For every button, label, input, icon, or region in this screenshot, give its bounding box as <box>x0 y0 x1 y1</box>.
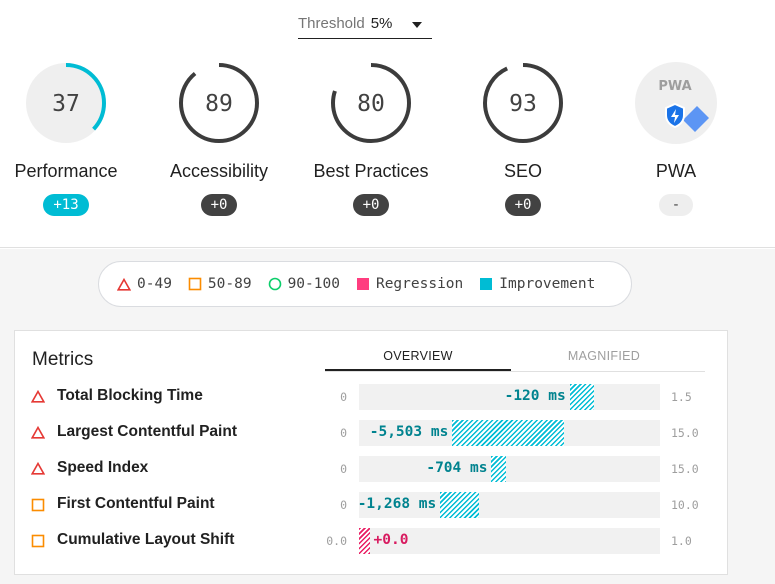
gauge-score: 80 <box>357 91 385 117</box>
axis-max: 1.0 <box>671 534 692 548</box>
gauge-ring: 37 <box>26 63 106 143</box>
gauge-score: 89 <box>205 91 233 117</box>
metric-name: First Contentful Paint <box>57 495 215 512</box>
metric-row: Total Blocking Time 0 -120 ms 1.5 <box>15 384 729 410</box>
tab-magnified[interactable]: MAGNIFIED <box>567 349 641 363</box>
pwa-logo-text: PWA <box>658 79 691 94</box>
gauge-score: 37 <box>52 91 80 117</box>
delta-badge: +13 <box>43 194 89 216</box>
delta-badge: +0 <box>200 194 238 216</box>
metric-row: First Contentful Paint 0 -1,268 ms 10.0 <box>15 492 729 518</box>
square-icon <box>31 498 45 512</box>
legend-label: Improvement <box>499 276 596 292</box>
pwa-icon: PWA <box>635 62 717 144</box>
square-icon <box>188 277 202 291</box>
gauge-seo[interactable]: 93 SEO +0 <box>443 60 603 216</box>
legend-label: Regression <box>375 276 464 292</box>
gauge-accessibility[interactable]: 89 Accessibility +0 <box>139 60 299 216</box>
axis-min: 0 <box>340 426 347 440</box>
threshold-dropdown[interactable]: Threshold 5% <box>298 8 432 39</box>
metric-name: Total Blocking Time <box>57 387 203 404</box>
score-summary: Threshold 5% 37 Performance +13 89 Acces… <box>0 0 775 248</box>
metric-row: Speed Index 0 -704 ms 15.0 <box>15 456 729 482</box>
chevron-down-icon <box>412 22 422 28</box>
delta-value: -1,268 ms <box>357 496 437 512</box>
gauge-label: Performance <box>14 161 118 181</box>
axis-min: 0.0 <box>326 534 347 548</box>
gauge-score: 93 <box>509 91 537 117</box>
metric-bar-track: -120 ms <box>359 384 660 410</box>
metric-row: Cumulative Layout Shift 0.0 +0.0 1.0 <box>15 528 729 554</box>
delta-badge: +0 <box>352 194 390 216</box>
delta-value: -120 ms <box>504 388 566 404</box>
delta-bar <box>569 384 594 410</box>
delta-bar <box>440 492 480 518</box>
delta-badge: +0 <box>504 194 542 216</box>
legend-item-improvement: Improvement <box>479 276 595 292</box>
triangle-icon <box>31 462 45 475</box>
legend-label: 0-49 <box>137 276 172 292</box>
axis-max: 15.0 <box>671 462 699 476</box>
gauge-ring: 89 <box>179 63 259 143</box>
metric-name: Speed Index <box>57 459 149 476</box>
legend-label: 90-100 <box>287 276 340 292</box>
metric-bar-track: -704 ms <box>359 456 660 482</box>
gauge-label: PWA <box>655 161 697 181</box>
gauge-label: Accessibility <box>169 161 269 181</box>
gauge-best-practices[interactable]: 80 Best Practices +0 <box>291 60 451 216</box>
axis-min: 0 <box>340 390 347 404</box>
score-legend: 0-49 50-89 90-100 Regression Improvement <box>98 261 632 307</box>
legend-label: 50-89 <box>207 276 252 292</box>
filled-square-icon <box>480 278 493 290</box>
legend-item-pass: 90-100 <box>268 276 340 292</box>
threshold-label: Threshold <box>298 14 365 32</box>
legend-item-average: 50-89 <box>188 276 252 292</box>
metric-bar-track: -5,503 ms <box>359 420 660 446</box>
metric-bar-track: +0.0 <box>359 528 660 554</box>
circle-icon <box>268 277 281 291</box>
delta-bar <box>491 456 507 482</box>
gauge-ring: 93 <box>483 63 563 143</box>
legend-item-fail: 0-49 <box>117 276 172 292</box>
delta-value: -5,503 ms <box>369 424 449 440</box>
metric-row: Largest Contentful Paint 0 -5,503 ms 15.… <box>15 420 729 446</box>
triangle-icon <box>31 426 45 439</box>
gauge-performance[interactable]: 37 Performance +13 <box>0 60 146 216</box>
gauge-label: SEO <box>503 161 542 181</box>
metric-name: Cumulative Layout Shift <box>57 531 235 548</box>
gauge-ring: 80 <box>331 63 411 143</box>
gauge-label: Best Practices <box>313 161 429 181</box>
axis-max: 10.0 <box>671 498 699 512</box>
details-section: 0-49 50-89 90-100 Regression Improvement… <box>0 249 775 584</box>
triangle-icon <box>117 277 131 291</box>
metric-bar-track: -1,268 ms <box>357 492 660 518</box>
axis-max: 15.0 <box>671 426 699 440</box>
metric-name: Largest Contentful Paint <box>57 423 237 440</box>
delta-bar <box>359 528 370 554</box>
axis-max: 1.5 <box>671 390 692 404</box>
legend-item-regression: Regression <box>356 276 463 292</box>
metrics-title: Metrics <box>32 349 94 370</box>
delta-value: -704 ms <box>426 460 488 476</box>
threshold-value: 5% <box>370 14 393 32</box>
axis-min: 0 <box>340 498 347 512</box>
delta-value: +0.0 <box>373 532 409 548</box>
gauge-pwa[interactable]: PWA PWA - <box>596 60 756 216</box>
tab-overview[interactable]: OVERVIEW <box>325 341 511 371</box>
filled-square-icon <box>356 278 369 290</box>
axis-min: 0 <box>340 462 347 476</box>
metrics-tabs: OVERVIEW MAGNIFIED <box>325 341 705 372</box>
triangle-icon <box>31 390 45 403</box>
square-icon <box>31 534 45 548</box>
delta-bar <box>452 420 564 446</box>
metrics-card: Metrics OVERVIEW MAGNIFIED Total Blockin… <box>14 330 728 575</box>
delta-badge: - <box>659 194 693 216</box>
